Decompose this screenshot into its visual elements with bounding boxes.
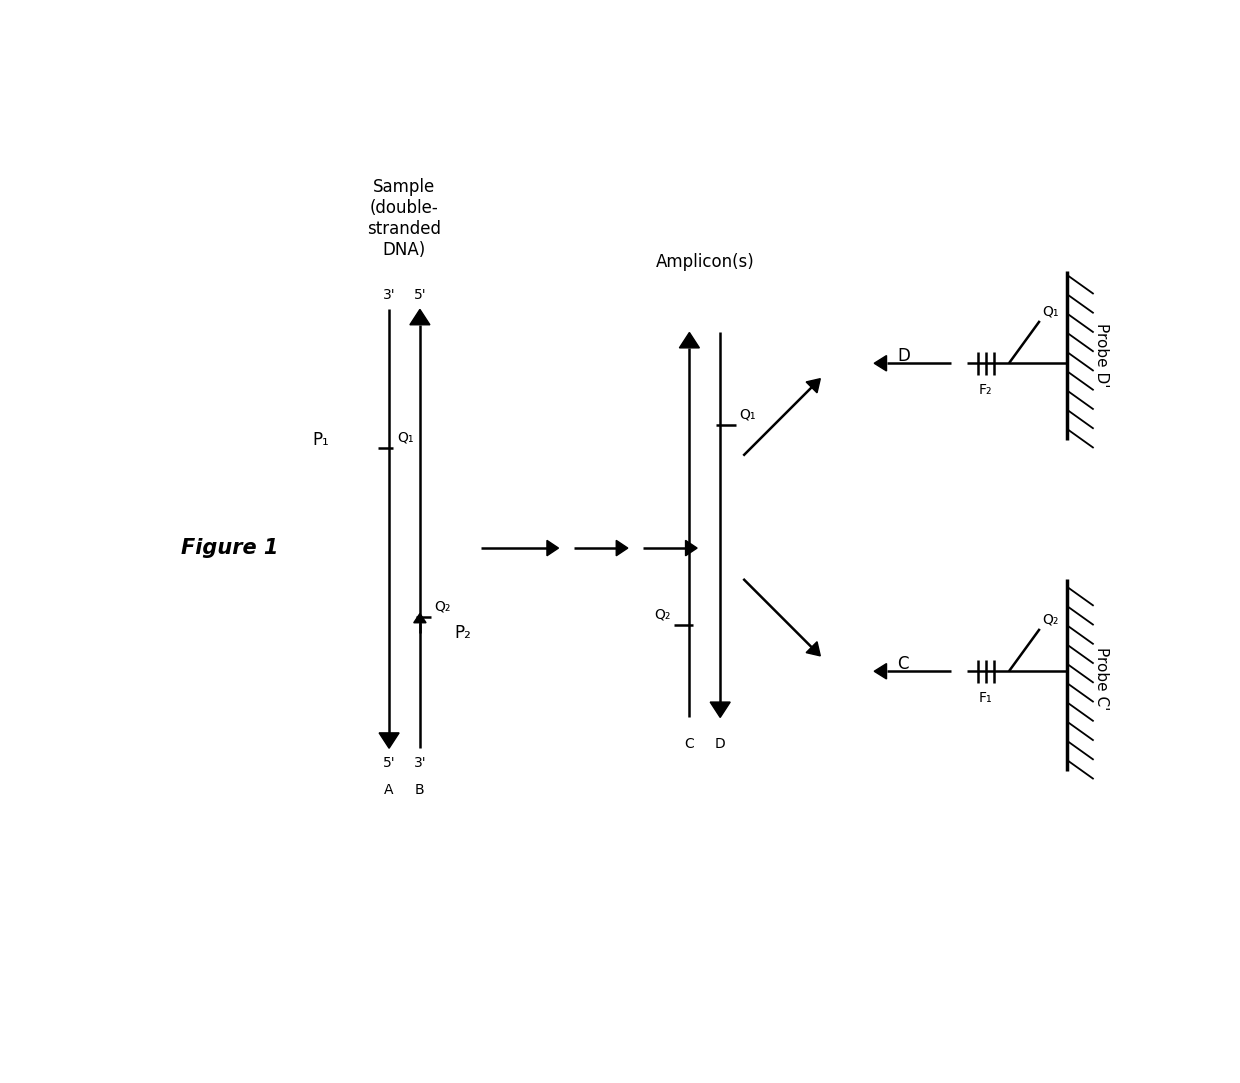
Text: Q₁: Q₁ bbox=[397, 430, 413, 444]
Text: D: D bbox=[898, 347, 910, 365]
Text: 5': 5' bbox=[383, 756, 396, 770]
Text: C: C bbox=[684, 736, 694, 751]
Polygon shape bbox=[806, 379, 821, 393]
Polygon shape bbox=[616, 540, 627, 556]
Polygon shape bbox=[379, 733, 399, 748]
Text: Probe D': Probe D' bbox=[1094, 324, 1109, 388]
Text: Q₂: Q₂ bbox=[434, 600, 450, 614]
Text: B: B bbox=[415, 783, 425, 797]
Text: 5': 5' bbox=[414, 288, 427, 302]
Polygon shape bbox=[547, 540, 558, 556]
Polygon shape bbox=[410, 310, 430, 325]
Text: C: C bbox=[898, 654, 909, 673]
Text: Figure 1: Figure 1 bbox=[181, 538, 279, 558]
Text: Q₂: Q₂ bbox=[1042, 613, 1059, 627]
Text: 3': 3' bbox=[383, 288, 396, 302]
Text: P₂: P₂ bbox=[455, 624, 471, 642]
Text: Sample
(double-
stranded
DNA): Sample (double- stranded DNA) bbox=[367, 179, 441, 259]
Polygon shape bbox=[874, 664, 887, 679]
Text: F₂: F₂ bbox=[980, 382, 992, 396]
Polygon shape bbox=[680, 332, 699, 348]
Text: D: D bbox=[714, 736, 725, 751]
Text: Q₁: Q₁ bbox=[739, 407, 756, 421]
Polygon shape bbox=[806, 642, 821, 656]
Polygon shape bbox=[711, 702, 730, 717]
Text: P₁: P₁ bbox=[312, 431, 329, 449]
Text: F₁: F₁ bbox=[980, 691, 993, 705]
Text: A: A bbox=[384, 783, 394, 797]
Text: Probe C': Probe C' bbox=[1094, 648, 1109, 710]
Polygon shape bbox=[686, 540, 697, 556]
Text: 3': 3' bbox=[414, 756, 427, 770]
Text: Amplicon(s): Amplicon(s) bbox=[656, 252, 754, 271]
Text: Q₂: Q₂ bbox=[653, 608, 670, 622]
Text: Q₁: Q₁ bbox=[1042, 304, 1059, 318]
Polygon shape bbox=[874, 355, 887, 371]
Polygon shape bbox=[414, 614, 427, 623]
